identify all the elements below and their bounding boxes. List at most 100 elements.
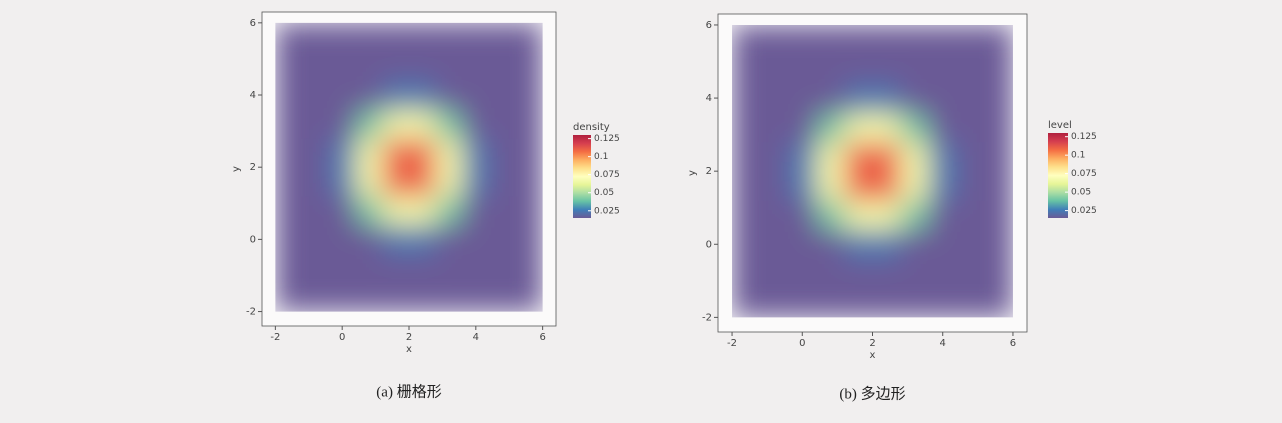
- heat-cell: [816, 24, 845, 55]
- heat-cell: [382, 22, 410, 53]
- heat-cell: [462, 22, 490, 53]
- heat-cell: [382, 167, 410, 197]
- heat-cell: [515, 109, 543, 139]
- heat-cell: [409, 80, 437, 110]
- heat-cell: [928, 288, 958, 318]
- legend-title: density: [573, 122, 610, 133]
- heat-cell: [462, 253, 490, 284]
- heat-cell: [328, 138, 357, 168]
- heat-cell: [928, 200, 958, 231]
- heat-cell: [732, 258, 761, 289]
- heat-cell: [900, 24, 930, 55]
- heat-cell: [515, 253, 543, 284]
- heat-cell: [302, 51, 330, 82]
- heat-cell: [760, 258, 789, 289]
- heat-cell: [435, 51, 463, 82]
- legend-tick-label: 0.075: [1071, 169, 1097, 179]
- heat-cell: [435, 224, 463, 255]
- x-tick-label: 4: [940, 338, 946, 349]
- heat-cell: [984, 200, 1013, 231]
- heat-cell: [382, 51, 410, 82]
- legend-tick-label: 0.125: [1071, 132, 1097, 142]
- heat-cell: [760, 54, 789, 84]
- heat-cell: [328, 22, 357, 53]
- heat-cell: [489, 167, 517, 197]
- legend-tick-label: 0.125: [594, 134, 620, 144]
- heat-cell: [984, 288, 1013, 318]
- heat-cell: [760, 141, 789, 172]
- heat-cell: [382, 80, 410, 110]
- heat-cell: [984, 24, 1013, 55]
- heat-cell: [515, 196, 543, 226]
- heat-cell: [788, 200, 817, 231]
- heat-cell: [844, 200, 873, 231]
- x-tick-label: 2: [869, 338, 875, 349]
- heat-cell: [872, 288, 902, 318]
- heat-cell: [302, 167, 330, 197]
- heat-cell: [462, 80, 490, 110]
- heat-cell: [275, 22, 303, 53]
- x-tick-label: -2: [727, 338, 737, 349]
- heat-cell: [489, 196, 517, 226]
- heat-cell: [328, 80, 357, 110]
- heat-cell: [302, 224, 330, 255]
- heat-cell: [489, 22, 517, 53]
- heat-cell: [409, 224, 437, 255]
- heat-cell: [435, 22, 463, 53]
- heat-cell: [275, 51, 303, 82]
- heat-cell: [435, 253, 463, 284]
- heat-cell: [788, 229, 817, 260]
- y-axis-label: y: [687, 170, 698, 176]
- heat-cell: [355, 196, 383, 226]
- heat-cell: [489, 224, 517, 255]
- heat-cell: [816, 288, 845, 318]
- heat-cell: [328, 253, 357, 284]
- heat-cell: [462, 196, 490, 226]
- heat-cell: [872, 258, 902, 289]
- heat-layer: [732, 24, 1013, 318]
- heat-cell: [844, 141, 873, 172]
- heat-cell: [515, 282, 543, 312]
- heat-cell: [788, 112, 817, 143]
- y-tick-label: 0: [250, 234, 256, 245]
- heat-cell: [328, 196, 357, 226]
- heat-cell: [816, 54, 845, 84]
- heat-cell: [489, 138, 517, 168]
- heat-cell: [788, 171, 817, 201]
- heat-cell: [435, 167, 463, 197]
- x-tick-label: 0: [799, 338, 805, 349]
- heat-cell: [462, 109, 490, 139]
- heat-cell: [515, 22, 543, 53]
- x-tick-label: 2: [406, 332, 412, 343]
- x-tick-label: 0: [339, 332, 345, 343]
- heat-cell: [275, 167, 303, 197]
- heat-cell: [275, 253, 303, 284]
- legend-tick-label: 0.05: [1071, 188, 1091, 198]
- legend-bar: [1048, 133, 1068, 218]
- heat-cell: [928, 171, 958, 201]
- heat-cell: [760, 171, 789, 201]
- heat-cell: [872, 200, 902, 231]
- legend-bar: [573, 135, 591, 218]
- x-tick-label: 6: [539, 332, 545, 343]
- heat-cell: [928, 112, 958, 143]
- heat-cell: [928, 54, 958, 84]
- heat-cell: [872, 54, 902, 84]
- caption: (a) 栅格形: [376, 383, 441, 400]
- heat-cell: [732, 171, 761, 201]
- heat-cell: [844, 83, 873, 114]
- heat-cell: [900, 112, 930, 143]
- heat-cell: [328, 109, 357, 139]
- heat-cell: [382, 138, 410, 168]
- x-tick-label: 6: [1010, 338, 1016, 349]
- heat-cells: [732, 24, 1013, 318]
- heat-cell: [844, 171, 873, 201]
- heat-cell: [956, 200, 986, 231]
- heat-cell: [732, 112, 761, 143]
- heat-cell: [409, 138, 437, 168]
- heat-cell: [302, 138, 330, 168]
- heat-cell: [355, 51, 383, 82]
- y-tick-label: -2: [246, 307, 256, 318]
- heat-cell: [788, 141, 817, 172]
